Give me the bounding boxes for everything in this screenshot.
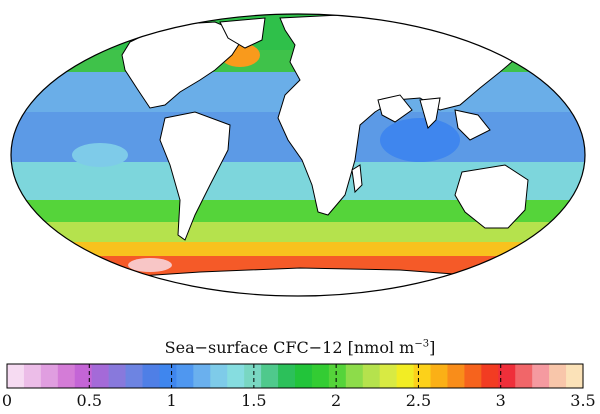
colorbar-tick-label: 3 bbox=[495, 391, 506, 410]
colorbar-cell bbox=[74, 364, 93, 388]
ocean-field bbox=[11, 14, 585, 296]
colorbar-cell bbox=[498, 364, 516, 388]
colorbar-title: Sea−surface CFC−12 [nmol m−3] bbox=[164, 338, 436, 357]
colorbar-cell bbox=[515, 364, 533, 388]
colorbar-cell bbox=[23, 364, 42, 388]
colorbar-cell bbox=[210, 364, 228, 388]
colorbar-cell bbox=[108, 364, 127, 388]
colorbar-cell bbox=[142, 364, 161, 388]
colorbar-cell bbox=[481, 364, 499, 388]
colorbar-cell bbox=[91, 364, 110, 388]
colorbar-cell bbox=[464, 364, 482, 388]
east-pacific-patch bbox=[72, 143, 128, 167]
colorbar-cell bbox=[261, 364, 279, 388]
colorbar-cell bbox=[328, 364, 347, 388]
colorbar bbox=[6, 363, 584, 389]
indian-ocean-patch bbox=[380, 118, 460, 162]
colorbar-tick-label: 2.5 bbox=[405, 391, 432, 410]
colorbar-cell bbox=[430, 364, 449, 388]
colorbar-tick-label: 0 bbox=[1, 391, 13, 410]
colorbar-frame bbox=[6, 363, 584, 389]
colorbar-tick-label: 2 bbox=[331, 391, 342, 410]
globe-outline bbox=[10, 13, 586, 297]
colorbar-cell bbox=[244, 364, 262, 388]
colorbar-cell bbox=[396, 364, 415, 388]
pink-patch bbox=[128, 258, 172, 272]
colorbar-cell bbox=[176, 364, 194, 388]
colorbar-cell bbox=[295, 364, 313, 388]
southeast-asia bbox=[454, 109, 491, 141]
colorbar-cell bbox=[278, 364, 296, 388]
madagascar bbox=[351, 164, 363, 194]
colorbar-cell bbox=[227, 364, 245, 388]
australia bbox=[454, 164, 529, 229]
colorbar-cell bbox=[447, 364, 466, 388]
colorbar-cell bbox=[379, 364, 398, 388]
colorbar-cell bbox=[362, 364, 381, 388]
colorbar-tick-label: 1.5 bbox=[241, 391, 267, 410]
southern-orange-band bbox=[11, 242, 585, 256]
south-america bbox=[159, 111, 231, 241]
southern-yellow-band bbox=[11, 222, 585, 242]
world-map bbox=[10, 13, 586, 297]
colorbar-cell bbox=[532, 364, 550, 388]
colorbar-cell bbox=[57, 364, 76, 388]
greenland bbox=[219, 17, 266, 49]
colorbar-cell bbox=[345, 364, 364, 388]
north-america bbox=[121, 21, 246, 109]
midlat-south-band bbox=[11, 200, 585, 222]
colorbar-tick-label: 1 bbox=[166, 391, 177, 410]
colorbar-tick-label: 3.5 bbox=[570, 391, 596, 410]
colorbar-cell bbox=[549, 364, 567, 388]
colorbar-cell bbox=[311, 364, 330, 388]
arabia bbox=[377, 94, 413, 123]
india bbox=[419, 97, 441, 129]
colorbar-cell bbox=[193, 364, 211, 388]
colorbar-cell bbox=[413, 364, 432, 388]
colorbar-cell bbox=[566, 364, 584, 388]
colorbar-tick-label: 0.5 bbox=[76, 391, 103, 410]
colorbar-cell bbox=[125, 364, 144, 388]
colorbar-cell bbox=[7, 364, 25, 388]
colorbar-cell bbox=[40, 364, 59, 388]
colorbar-cell bbox=[159, 364, 178, 388]
